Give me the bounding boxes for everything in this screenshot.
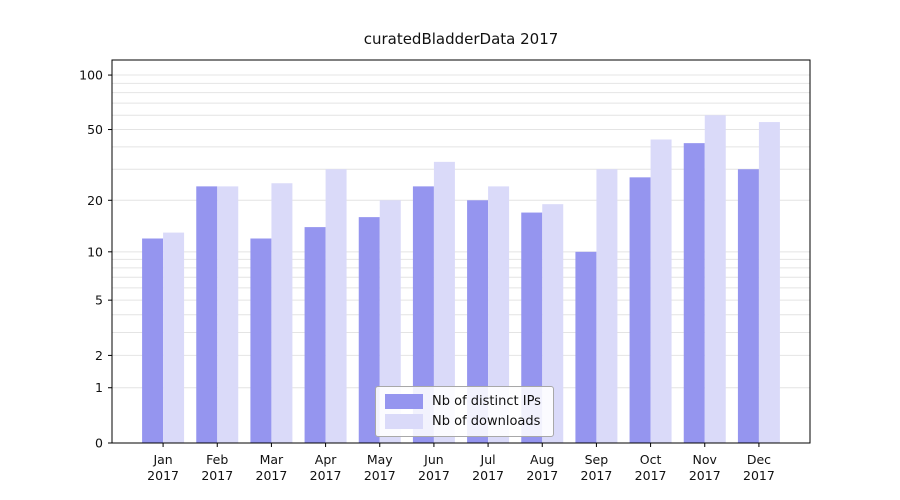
bar-distinct-ips-dec	[737, 169, 759, 444]
x-tick-label-month: Jan	[152, 452, 172, 467]
legend: Nb of distinct IPs Nb of downloads	[375, 386, 554, 437]
x-tick-label-month: Nov	[693, 452, 718, 467]
x-tick-label-month: Apr	[315, 452, 337, 467]
bar-downloads-mar	[271, 183, 293, 443]
bar-downloads-dec	[758, 122, 780, 444]
legend-item-downloads: Nb of downloads	[385, 414, 541, 429]
x-tick-label-year: 2017	[635, 468, 667, 483]
x-tick-label-year: 2017	[418, 468, 450, 483]
bar-distinct-ips-may	[358, 217, 380, 443]
y-tick-label: 2	[95, 348, 103, 363]
y-tick-label: 0	[95, 436, 103, 451]
x-tick-label-month: Dec	[747, 452, 771, 467]
x-tick-label-year: 2017	[364, 468, 396, 483]
bar-distinct-ips-jul	[467, 200, 489, 443]
x-tick-label-year: 2017	[743, 468, 775, 483]
x-tick-label-year: 2017	[201, 468, 233, 483]
legend-label-distinct-ips: Nb of distinct IPs	[432, 394, 541, 409]
chart-title: curatedBladderData 2017	[363, 30, 559, 48]
bar-distinct-ips-mar	[250, 238, 272, 443]
bar-downloads-jan	[163, 232, 185, 443]
x-tick-label-month: Mar	[260, 452, 284, 467]
legend-swatch-downloads	[385, 414, 423, 429]
x-tick-label-year: 2017	[689, 468, 721, 483]
x-tick-label-month: Sep	[585, 452, 609, 467]
x-tick-label-month: Feb	[206, 452, 228, 467]
bar-distinct-ips-jun	[412, 186, 434, 443]
x-tick-label-year: 2017	[472, 468, 504, 483]
x-tick-label-month: Aug	[530, 452, 554, 467]
x-tick-label-month: Jul	[480, 452, 496, 467]
bar-downloads-jul	[488, 186, 510, 443]
bar-distinct-ips-feb	[196, 186, 218, 443]
x-tick-label-year: 2017	[147, 468, 179, 483]
bar-downloads-may	[379, 200, 401, 443]
y-tick-label: 50	[87, 122, 103, 137]
bar-distinct-ips-apr	[304, 227, 326, 443]
y-tick-label: 5	[95, 293, 103, 308]
legend-swatch-distinct-ips	[385, 394, 423, 409]
bar-distinct-ips-nov	[683, 143, 705, 443]
axis-frame	[111, 59, 811, 444]
y-tick-label: 1	[95, 380, 103, 395]
legend-item-distinct-ips: Nb of distinct IPs	[385, 394, 541, 409]
y-tick-label: 100	[79, 68, 103, 83]
x-tick-label-year: 2017	[310, 468, 342, 483]
legend-label-downloads: Nb of downloads	[432, 414, 541, 429]
x-tick-label-month: Jun	[423, 452, 444, 467]
x-tick-label-year: 2017	[526, 468, 558, 483]
bar-downloads-oct	[650, 139, 672, 444]
bar-downloads-aug	[542, 204, 564, 443]
x-tick-label-month: Oct	[640, 452, 662, 467]
y-tick-label: 10	[87, 244, 103, 259]
bar-distinct-ips-sep	[575, 251, 597, 443]
bar-downloads-jun	[433, 161, 455, 443]
y-tick-label: 20	[87, 193, 103, 208]
x-tick-label-year: 2017	[581, 468, 613, 483]
bar-distinct-ips-aug	[521, 212, 543, 443]
bar-downloads-nov	[704, 115, 726, 443]
bar-distinct-ips-jan	[142, 238, 164, 443]
bar-distinct-ips-oct	[629, 177, 651, 443]
bar-downloads-apr	[325, 169, 347, 444]
x-tick-label-month: May	[367, 452, 393, 467]
bar-downloads-feb	[217, 186, 239, 443]
x-tick-label-year: 2017	[256, 468, 288, 483]
bar-downloads-sep	[596, 169, 618, 444]
